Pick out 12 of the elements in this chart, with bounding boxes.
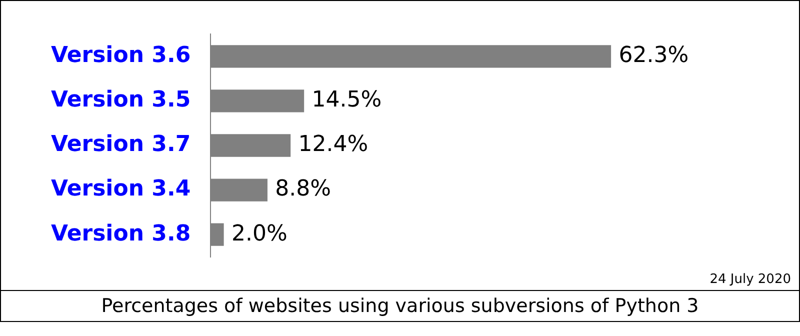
y-tick-label: Version 3.4 xyxy=(50,176,191,202)
y-tick-label: Version 3.7 xyxy=(50,132,191,158)
y-tick-label: Version 3.8 xyxy=(50,221,191,246)
text: 24 July 2020 xyxy=(710,272,791,287)
data-label: 12.4% xyxy=(298,132,368,158)
data-label: 14.5% xyxy=(312,88,382,113)
text: Percentages of websites using various subversions of Python 3 xyxy=(1,290,799,321)
y-tick-label: Version 3.6 xyxy=(50,43,191,68)
data-label: 8.8% xyxy=(275,176,332,202)
y-tick-label: Version 3.5 xyxy=(50,88,191,113)
data-label: 2.0% xyxy=(231,221,288,246)
data-label: 62.3% xyxy=(618,43,689,68)
